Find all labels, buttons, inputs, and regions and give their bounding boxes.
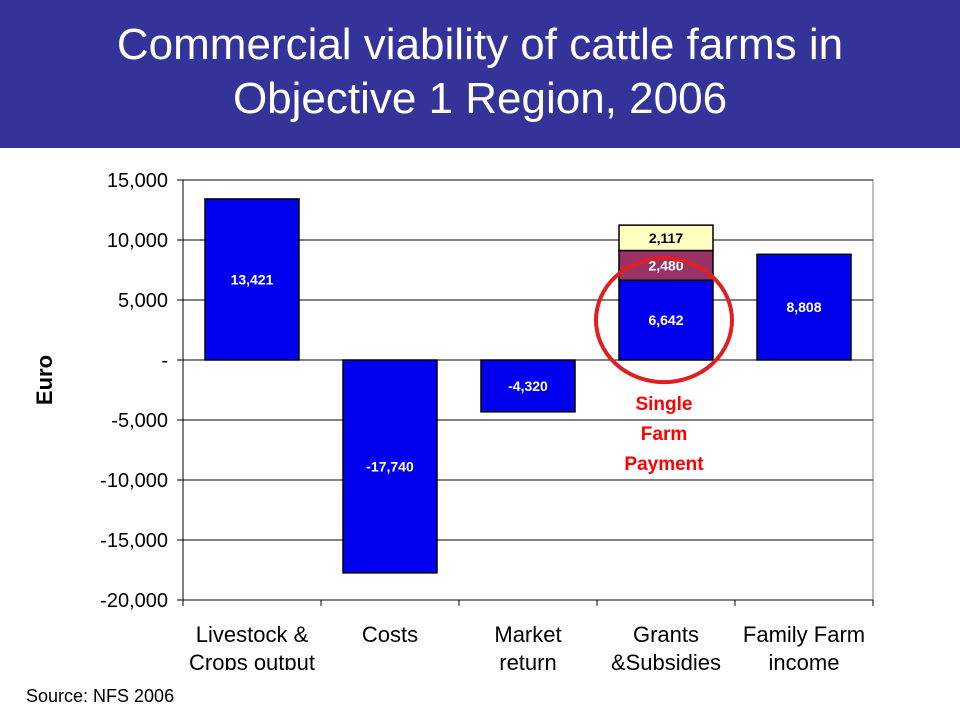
x-category-label: income <box>769 650 840 670</box>
bar-label: 8,808 <box>786 299 821 315</box>
x-category-label: Livestock & <box>196 622 309 647</box>
waterfall-chart: 15,000 10,000 5,000 - -5,000 -10,000 -15,000 -2… <box>32 170 874 670</box>
annotation-text: Payment <box>624 454 704 475</box>
bar-label: 2,480 <box>648 257 683 273</box>
highlight-circle <box>594 256 734 385</box>
page-title: Commercial viability of cattle farms in … <box>0 18 960 126</box>
bar-segment <box>204 198 300 361</box>
annotation-text: Farm <box>641 424 687 445</box>
x-category-label: Costs <box>362 622 418 647</box>
x-category-label: Family Farm <box>743 622 865 647</box>
y-tick-label: - <box>161 350 168 372</box>
bar-label: 6,642 <box>648 312 683 328</box>
y-tick-label: 10,000 <box>107 230 168 252</box>
x-category-label: &Subsidies <box>611 650 721 670</box>
title-band <box>0 0 960 148</box>
bar-label: -4,320 <box>508 378 548 394</box>
y-axis-title: Euro <box>32 355 57 405</box>
y-tick-label: -20,000 <box>100 590 168 612</box>
bar-segment <box>756 253 852 361</box>
bar-label: 13,421 <box>231 271 274 287</box>
title-line-1: Commercial viability of cattle farms in <box>116 20 844 69</box>
x-category-label: return <box>499 650 556 670</box>
bar-label: -17,740 <box>366 458 414 474</box>
y-tick-label: 15,000 <box>107 170 168 192</box>
source-note: Source: NFS 2006 <box>26 686 175 706</box>
x-category-label: Crops output <box>189 650 315 670</box>
bar-segment <box>618 279 714 361</box>
y-tick-label: -10,000 <box>100 470 168 492</box>
bar-label: 2,117 <box>649 230 683 246</box>
x-category-label: Grants <box>633 622 699 647</box>
annotation-text: Single <box>635 394 692 415</box>
bar-segment <box>342 359 438 574</box>
bar-segment <box>480 359 576 413</box>
y-tick-label: -5,000 <box>111 410 168 432</box>
y-tick-label: -15,000 <box>100 530 168 552</box>
x-category-label: Market <box>494 622 561 647</box>
y-tick-label: 5,000 <box>118 290 168 312</box>
bar-segment <box>618 224 714 252</box>
title-line-2: Objective 1 Region, 2006 <box>232 74 728 123</box>
